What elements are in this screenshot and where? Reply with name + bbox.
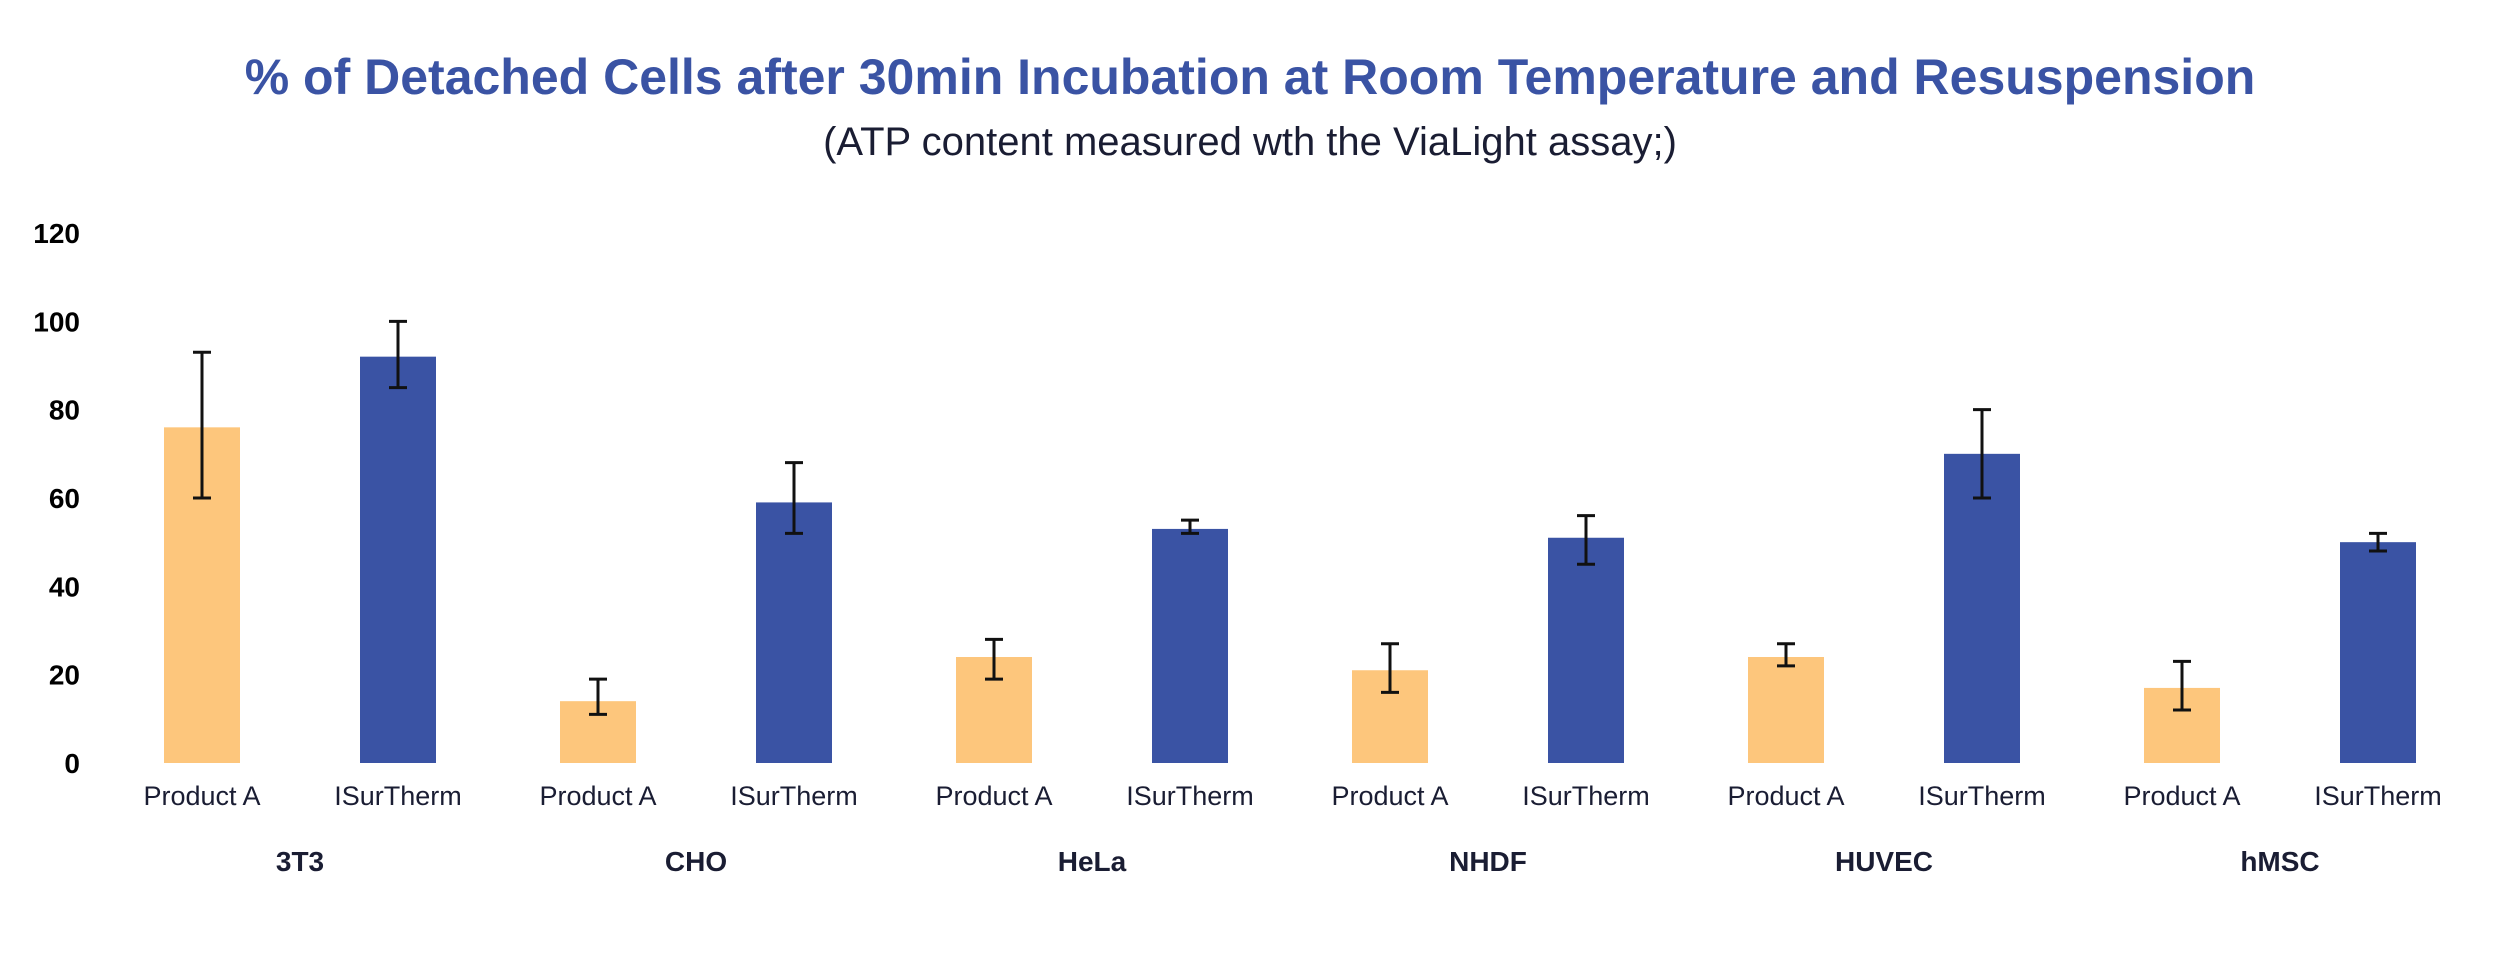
group-label: NHDF (1449, 846, 1527, 877)
group-label: hMSC (2240, 846, 2319, 877)
chart-title: % of Detached Cells after 30min Incubati… (244, 49, 2256, 105)
bar-isurtherm-nhdf (1548, 537, 1624, 763)
bar-isurtherm-3t3 (360, 356, 436, 763)
chart-subtitle: (ATP content measured wth the ViaLight a… (823, 120, 1677, 164)
x-tick-label: ISurTherm (1918, 781, 2046, 811)
bar-isurtherm-cho (756, 502, 832, 763)
bar-isurtherm-hmsc (2340, 542, 2416, 763)
y-tick-label: 120 (33, 218, 80, 249)
y-tick-label: 100 (33, 306, 80, 337)
y-tick-label: 60 (49, 483, 80, 514)
y-tick-label: 80 (49, 395, 80, 426)
x-tick-label: Product A (1727, 781, 1844, 811)
x-tick-label: ISurTherm (1126, 781, 1254, 811)
x-tick-label: ISurTherm (334, 781, 462, 811)
x-axis: Product A ISurTherm 3T3 Product A ISurTherm C… (143, 781, 2441, 877)
group-label: HUVEC (1835, 846, 1933, 877)
bars (164, 356, 2416, 763)
x-tick-label: ISurTherm (2314, 781, 2442, 811)
group-label: CHO (665, 846, 727, 877)
x-tick-label: Product A (143, 781, 260, 811)
x-tick-label: Product A (1331, 781, 1448, 811)
y-tick-label: 20 (49, 660, 80, 691)
group-label: 3T3 (276, 846, 324, 877)
x-tick-label: Product A (935, 781, 1052, 811)
x-tick-label: ISurTherm (1522, 781, 1650, 811)
y-tick-label: 0 (64, 748, 80, 779)
y-tick-label: 40 (49, 571, 80, 602)
bar-product-a-huvec (1748, 657, 1824, 763)
bar-isurtherm-huvec (1944, 453, 2020, 763)
error-bars (193, 319, 2387, 716)
x-tick-label: Product A (539, 781, 656, 811)
group-label: HeLa (1058, 846, 1127, 877)
y-axis: 0 20 40 60 80 100 120 (33, 218, 80, 779)
bar-isurtherm-hela (1152, 528, 1228, 763)
x-tick-label: Product A (2123, 781, 2240, 811)
x-tick-label: ISurTherm (730, 781, 858, 811)
